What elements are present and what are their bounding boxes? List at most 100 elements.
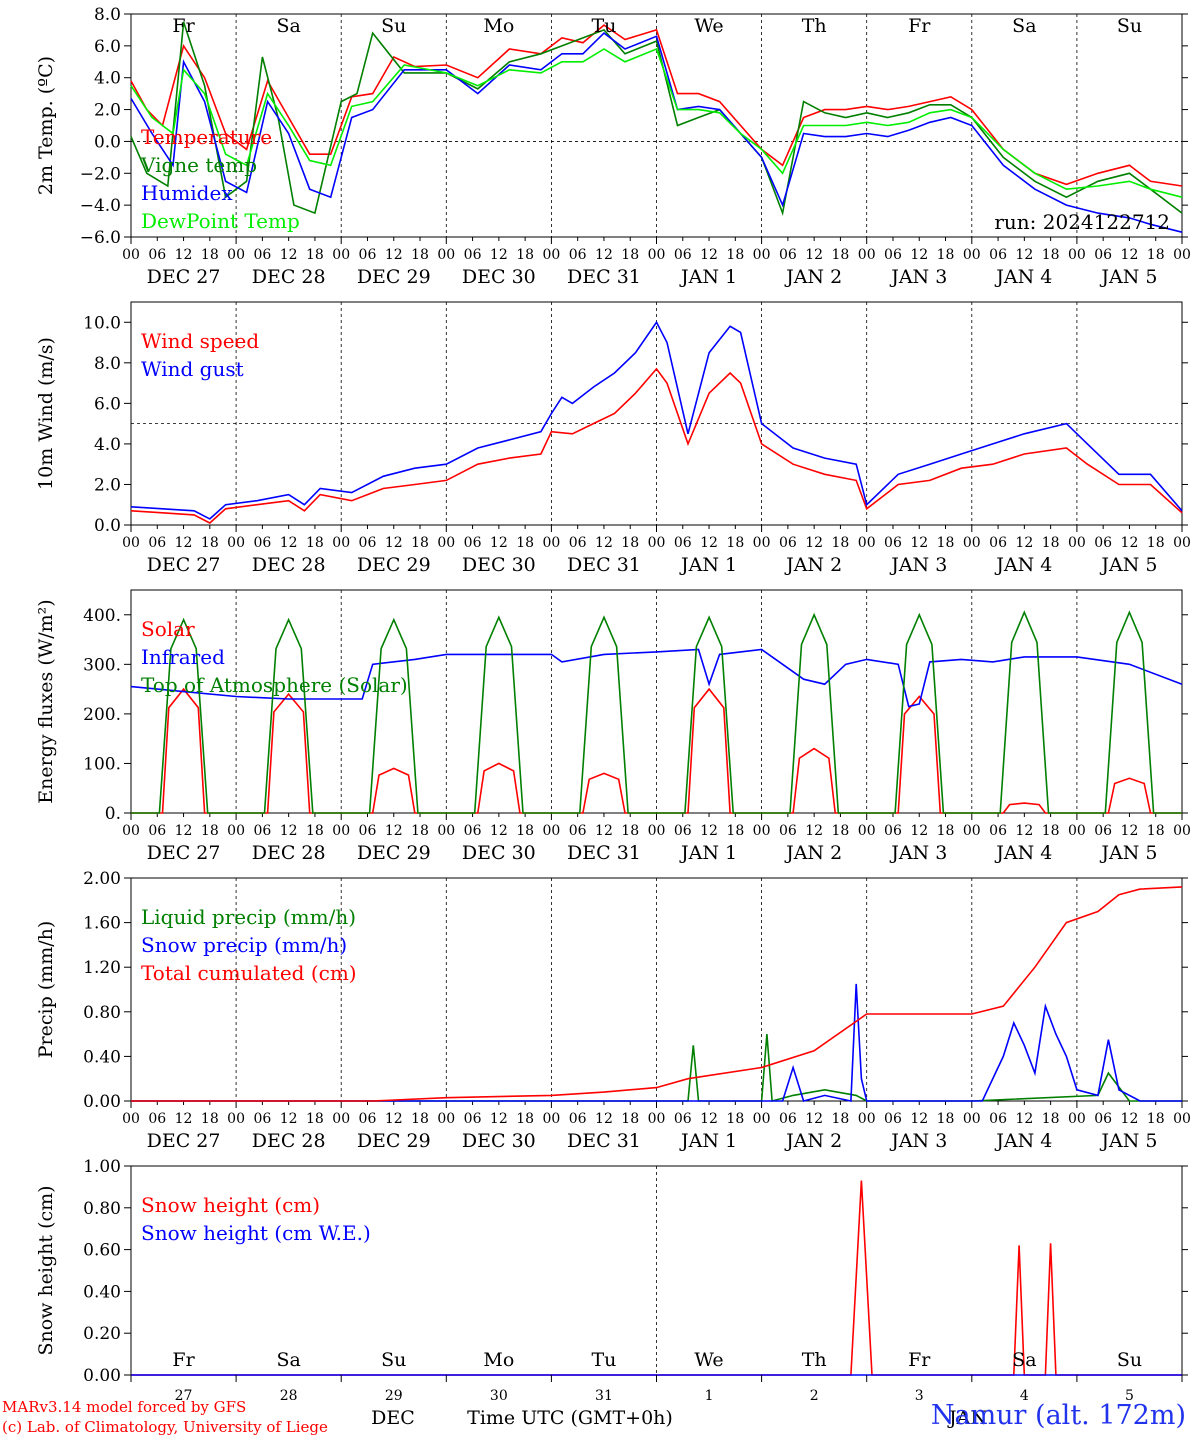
x-tick-label: 12 bbox=[595, 247, 613, 263]
x-tick-label: 12 bbox=[595, 535, 613, 551]
series-line-top-of-atmosphere-solar bbox=[131, 610, 1182, 814]
x-tick-label: 00 bbox=[122, 535, 140, 551]
y-tick-label: 0.20 bbox=[83, 1324, 121, 1344]
day-label: Su bbox=[381, 1349, 406, 1371]
date-label: DEC 31 bbox=[567, 842, 641, 864]
x-tick-label: 18 bbox=[726, 247, 744, 263]
y-tick-label: 6.0 bbox=[94, 37, 121, 57]
date-label: DEC 30 bbox=[462, 554, 536, 576]
x-tick-label: 18 bbox=[832, 535, 850, 551]
day-label: Sa bbox=[1012, 1349, 1036, 1371]
y-tick-label: 0.0 bbox=[94, 132, 121, 152]
day-number: 4 bbox=[1020, 1388, 1029, 1404]
date-label: DEC 29 bbox=[357, 266, 431, 288]
x-tick-label: 12 bbox=[805, 535, 823, 551]
x-tick-label: 12 bbox=[1015, 823, 1033, 839]
x-tick-label: 18 bbox=[726, 535, 744, 551]
x-tick-label: 18 bbox=[306, 1111, 324, 1127]
x-tick-label: 06 bbox=[779, 535, 797, 551]
day-number: 30 bbox=[490, 1388, 508, 1404]
date-label: JAN 4 bbox=[994, 842, 1052, 864]
x-tick-label: 06 bbox=[1094, 247, 1112, 263]
day-number: 27 bbox=[175, 1388, 193, 1404]
x-tick-label: 00 bbox=[542, 535, 560, 551]
x-tick-label: 12 bbox=[1015, 247, 1033, 263]
y-tick-label: 6.0 bbox=[94, 394, 121, 414]
y-tick-label: 0.00 bbox=[83, 1092, 121, 1112]
x-tick-label: 18 bbox=[411, 823, 429, 839]
x-tick-label: 12 bbox=[805, 1111, 823, 1127]
date-label: DEC 29 bbox=[357, 842, 431, 864]
x-tick-label: 18 bbox=[1042, 247, 1060, 263]
x-tick-label: 12 bbox=[1015, 535, 1033, 551]
date-label: JAN 4 bbox=[994, 1130, 1052, 1152]
x-tick-label: 06 bbox=[359, 823, 377, 839]
date-label: DEC 27 bbox=[147, 842, 221, 864]
day-number: 28 bbox=[280, 1388, 298, 1404]
series-line-snow-precip-mm-h bbox=[131, 983, 1182, 1102]
series-line-liquid-precip-mm-h bbox=[131, 1034, 1182, 1103]
day-number: 29 bbox=[385, 1388, 403, 1404]
x-tick-label: 12 bbox=[910, 823, 928, 839]
x-tick-label: 06 bbox=[148, 1111, 166, 1127]
day-number: 3 bbox=[915, 1388, 924, 1404]
y-tick-label: 0.40 bbox=[83, 1047, 121, 1067]
date-label: DEC 27 bbox=[147, 1130, 221, 1152]
x-tick-label: 00 bbox=[858, 535, 876, 551]
date-label: JAN 5 bbox=[1099, 1130, 1157, 1152]
x-axis-label: Time UTC (GMT+0h) bbox=[467, 1407, 673, 1429]
day-label: We bbox=[694, 15, 723, 37]
day-label: Su bbox=[1117, 15, 1142, 37]
day-label: Tu bbox=[591, 15, 616, 37]
x-tick-label: 06 bbox=[1094, 1111, 1112, 1127]
y-tick-label: 1.60 bbox=[83, 914, 121, 934]
series-line-wind-gust bbox=[130, 320, 1183, 520]
x-tick-label: 18 bbox=[726, 1111, 744, 1127]
x-tick-label: 18 bbox=[516, 247, 534, 263]
y-tick-label: 0.40 bbox=[83, 1282, 121, 1302]
x-tick-label: 00 bbox=[753, 823, 771, 839]
x-tick-label: 12 bbox=[1121, 535, 1139, 551]
day-label: Th bbox=[802, 15, 827, 37]
date-label: DEC 27 bbox=[147, 554, 221, 576]
y-tick-label: 0.00 bbox=[83, 1366, 121, 1386]
date-label: DEC 28 bbox=[252, 266, 326, 288]
y-axis-label: 10m Wind (m/s) bbox=[35, 337, 57, 490]
x-tick-label: 00 bbox=[437, 1111, 455, 1127]
x-tick-label: 18 bbox=[832, 247, 850, 263]
y-tick-label: 2.00 bbox=[83, 869, 121, 889]
x-tick-label: 18 bbox=[621, 247, 639, 263]
panel-3 bbox=[124, 589, 1188, 820]
day-label: Tu bbox=[591, 1349, 616, 1371]
x-tick-label: 00 bbox=[332, 1111, 350, 1127]
x-tick-label: 06 bbox=[674, 535, 692, 551]
y-tick-label: 4.0 bbox=[94, 435, 121, 455]
run-label: run: 2024122712 bbox=[994, 210, 1170, 234]
y-tick-label: −2.0 bbox=[80, 164, 121, 184]
x-tick-label: 06 bbox=[148, 247, 166, 263]
x-tick-label: 06 bbox=[989, 535, 1007, 551]
date-label: DEC 31 bbox=[567, 1130, 641, 1152]
x-tick-label: 12 bbox=[490, 247, 508, 263]
x-tick-label: 18 bbox=[201, 247, 219, 263]
date-label: DEC 31 bbox=[567, 554, 641, 576]
day-label: Fr bbox=[172, 1349, 195, 1371]
x-tick-label: 00 bbox=[227, 247, 245, 263]
y-axis-label: Energy fluxes (W/m²) bbox=[35, 599, 57, 803]
x-tick-label: 06 bbox=[359, 247, 377, 263]
y-tick-label: 8.0 bbox=[94, 354, 121, 374]
y-tick-label: 0.60 bbox=[83, 1241, 121, 1261]
x-tick-label: 18 bbox=[306, 823, 324, 839]
date-label: DEC 30 bbox=[462, 266, 536, 288]
date-label: JAN 4 bbox=[994, 554, 1052, 576]
y-tick-label: 2.0 bbox=[94, 475, 121, 495]
x-tick-label: 06 bbox=[253, 535, 271, 551]
x-tick-label: 18 bbox=[937, 1111, 955, 1127]
x-tick-label: 12 bbox=[385, 535, 403, 551]
series-line-total-cumulated-cm bbox=[131, 886, 1183, 1102]
date-label: DEC 29 bbox=[357, 554, 431, 576]
x-tick-label: 06 bbox=[464, 823, 482, 839]
x-tick-label: 00 bbox=[963, 247, 981, 263]
y-axis-label: Snow height (cm) bbox=[35, 1185, 57, 1355]
day-number: 5 bbox=[1125, 1388, 1134, 1404]
